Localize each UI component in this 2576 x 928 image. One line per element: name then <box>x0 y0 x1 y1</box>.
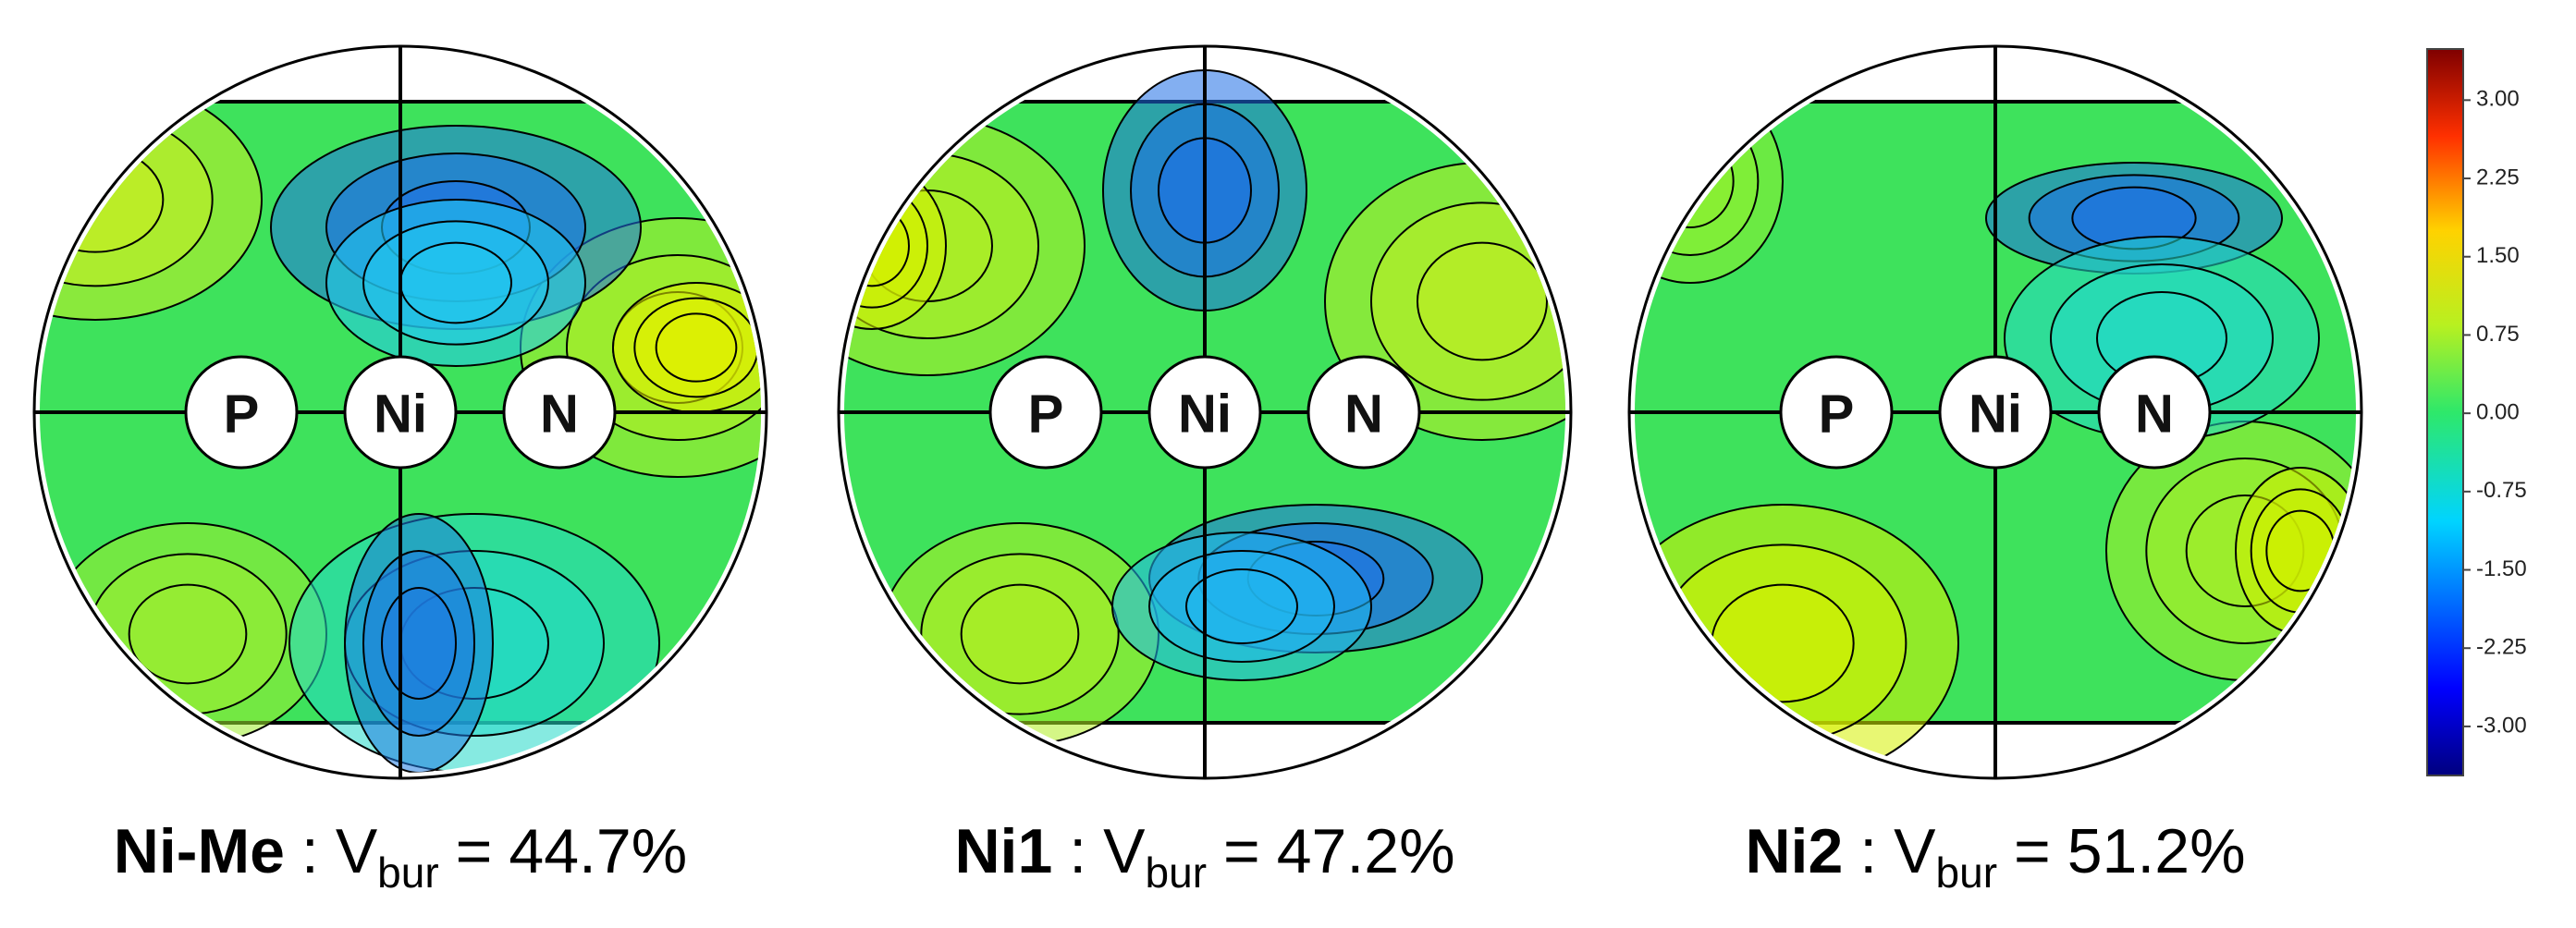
steric-map-panel: P Ni N Ni1: Vbur = 47.2% <box>837 44 1573 897</box>
buried-volume: 47.2% <box>1277 816 1455 886</box>
panel-name: Ni-Me <box>114 816 285 886</box>
separator: : <box>1069 816 1086 886</box>
atom-circle <box>343 355 458 470</box>
panel-name: Ni1 <box>954 816 1052 886</box>
contour-region <box>655 312 738 383</box>
atom-circle <box>1306 355 1421 470</box>
atom-label: Ni <box>1969 385 2022 445</box>
colorbar-tick-label: 0.75 <box>2476 322 2520 347</box>
atom-circle <box>1147 355 1262 470</box>
colorbar-tick-label: 0.00 <box>2476 399 2520 424</box>
quantity: V <box>1103 816 1146 886</box>
contour-region <box>2265 509 2336 592</box>
contour-region <box>1417 241 1548 361</box>
equals: = <box>2014 816 2051 886</box>
contour-region <box>381 587 457 700</box>
subscript: bur <box>1936 849 1997 897</box>
atom-label: Ni <box>1178 385 1232 445</box>
contour-region <box>1185 568 1298 644</box>
atom-circle <box>1938 355 2053 470</box>
caption: Ni-Me: Vbur = 44.7% <box>114 816 687 897</box>
separator: : <box>1859 816 1877 886</box>
contour-region <box>128 583 248 685</box>
subscript: bur <box>1146 849 1207 897</box>
colorbar-tick-label: -3.00 <box>2476 713 2527 738</box>
colorbar-tick-label: -0.75 <box>2476 478 2527 503</box>
atom-label: N <box>1344 385 1383 445</box>
contour-region <box>960 583 1080 685</box>
atom-label: P <box>224 385 260 445</box>
colorbar-tick-label: -1.50 <box>2476 556 2527 581</box>
contour-region <box>40 146 165 253</box>
colorbar-tick-label: 1.50 <box>2476 243 2520 268</box>
atom-label: N <box>2135 385 2174 445</box>
colorbar-tick-label: -2.25 <box>2476 635 2527 660</box>
separator: : <box>301 816 319 886</box>
quantity: V <box>336 816 378 886</box>
steric-map-panel: P Ni N Ni2: Vbur = 51.2% <box>1627 44 2363 897</box>
atom-label: P <box>1028 385 1064 445</box>
atom-circle <box>184 355 299 470</box>
caption: Ni2: Vbur = 51.2% <box>1745 816 2245 897</box>
contour-region <box>1711 583 1855 703</box>
atom-circle <box>1779 355 1894 470</box>
contour-region <box>1635 106 1760 256</box>
atom-label: P <box>1819 385 1855 445</box>
contour-region <box>844 204 910 287</box>
quantity: V <box>1894 816 1936 886</box>
equals: = <box>456 816 493 886</box>
colorbar-tick-label: 2.25 <box>2476 165 2520 189</box>
buried-volume: 44.7% <box>509 816 687 886</box>
atom-label: Ni <box>374 385 427 445</box>
contour-region <box>399 241 512 324</box>
colorbar <box>2426 48 2464 776</box>
atom-circle <box>2097 355 2212 470</box>
contour-region <box>844 183 928 309</box>
caption: Ni1: Vbur = 47.2% <box>954 816 1454 897</box>
atom-circle <box>502 355 617 470</box>
buried-volume: 51.2% <box>2067 816 2246 886</box>
contour-region <box>1646 134 1735 228</box>
steric-map-panel: P Ni N Ni-Me: Vbur = 44.7% <box>32 44 768 897</box>
colorbar-tick-label: 3.00 <box>2476 87 2520 112</box>
equals: = <box>1223 816 1260 886</box>
atom-circle <box>988 355 1103 470</box>
atom-label: N <box>540 385 579 445</box>
panel-name: Ni2 <box>1745 816 1843 886</box>
subscript: bur <box>377 849 438 897</box>
